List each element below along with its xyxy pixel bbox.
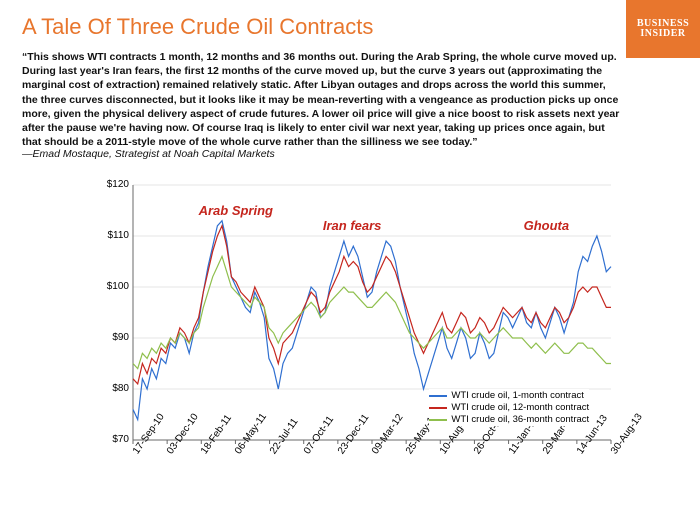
quote-body: “This shows WTI contracts 1 month, 12 mo… [22, 50, 622, 149]
quote-attribution: —Emad Mostaque, Strategist at Noah Capit… [22, 148, 275, 160]
y-tick-label: $70 [112, 434, 129, 445]
y-tick-label: $80 [112, 383, 129, 394]
legend-label: WTI crude oil, 12-month contract [451, 402, 589, 413]
oil-contracts-line-chart: $70$80$90$100$110$12017-Sep-1003-Dec-101… [95, 175, 625, 505]
y-tick-label: $120 [107, 179, 129, 190]
legend-item: WTI crude oil, 36-month contract [429, 414, 589, 425]
y-tick-label: $100 [107, 281, 129, 292]
page-title: A Tale Of Three Crude Oil Contracts [22, 14, 373, 40]
chart-annotation: Arab Spring [199, 203, 273, 218]
y-tick-label: $90 [112, 332, 129, 343]
business-insider-logo: BUSINESS INSIDER [626, 0, 700, 58]
legend-swatch [429, 395, 447, 397]
legend-item: WTI crude oil, 1-month contract [429, 390, 589, 401]
chart-annotation: Ghouta [524, 218, 570, 233]
y-tick-label: $110 [107, 230, 129, 241]
legend-swatch [429, 419, 447, 421]
chart-legend: WTI crude oil, 1-month contractWTI crude… [429, 389, 589, 426]
logo-line2: INSIDER [640, 29, 685, 40]
chart-annotation: Iran fears [323, 218, 382, 233]
legend-label: WTI crude oil, 1-month contract [451, 390, 584, 401]
legend-swatch [429, 407, 447, 409]
legend-label: WTI crude oil, 36-month contract [451, 414, 589, 425]
legend-item: WTI crude oil, 12-month contract [429, 402, 589, 413]
